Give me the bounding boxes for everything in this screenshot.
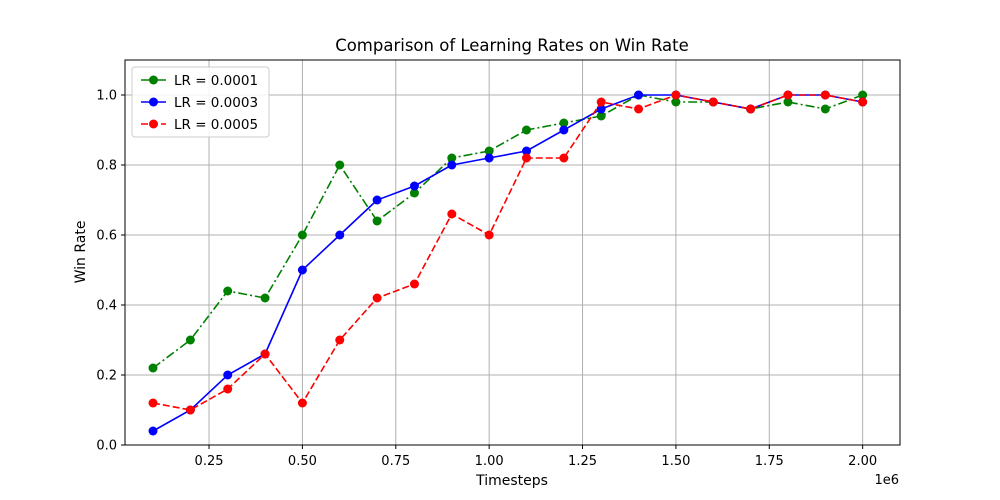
series-2-point — [297, 265, 307, 275]
series-3-point — [223, 384, 233, 394]
series-3-point — [522, 153, 532, 163]
series-1-point — [820, 104, 830, 114]
series-3-point — [148, 398, 158, 408]
series-1-point — [484, 146, 494, 156]
x-tick-label: 0.75 — [381, 454, 410, 469]
series-1-point — [783, 97, 793, 107]
legend-label: LR = 0.0001 — [174, 73, 258, 89]
series-group — [148, 90, 868, 436]
series-2-point — [335, 230, 345, 240]
y-tick-label: 0.2 — [96, 369, 117, 384]
series-3-point — [634, 104, 644, 114]
plot-frame — [124, 59, 901, 446]
series-2-point — [559, 125, 569, 135]
series-3-point — [484, 230, 494, 240]
series-1-point — [522, 125, 532, 135]
series-1-point — [372, 216, 382, 226]
legend-entry: LR = 0.0003 — [141, 95, 258, 111]
series-2-point — [484, 153, 494, 163]
legend-entry: LR = 0.0001 — [141, 73, 258, 89]
series-2-point — [634, 90, 644, 100]
legend-label: LR = 0.0005 — [174, 117, 258, 133]
series-1-point — [148, 363, 158, 373]
series-3-point — [372, 293, 382, 303]
series-1-point — [335, 160, 345, 170]
y-tick-label: 1.0 — [96, 89, 117, 104]
series-1-point — [671, 97, 681, 107]
legend: LR = 0.0001 LR = 0.0003 LR = 0.0005 — [131, 66, 270, 138]
y-tick-label: 0.4 — [96, 299, 117, 314]
y-tick-label: 0.6 — [96, 229, 117, 244]
y-axis-label: Win Rate — [73, 221, 89, 284]
series-3-point — [746, 104, 756, 114]
series-3-line — [152, 94, 863, 411]
legend-marker — [149, 97, 158, 107]
x-tick-label: 0.50 — [288, 454, 317, 469]
x-tick-label: 2.00 — [848, 454, 877, 469]
series-2-point — [372, 195, 382, 205]
legend-label: LR = 0.0003 — [174, 95, 258, 111]
x-axis-offset-label: 1e6 — [874, 473, 899, 488]
series-3-point — [297, 398, 307, 408]
series-3-point — [671, 90, 681, 100]
series-3-point — [185, 405, 195, 415]
series-3-point — [820, 90, 830, 100]
series-3-point — [858, 97, 868, 107]
series-1-point — [297, 230, 307, 240]
legend-marker — [149, 75, 158, 85]
series-3 — [148, 90, 868, 415]
x-tick-label: 1.25 — [568, 454, 597, 469]
series-1-point — [409, 188, 419, 198]
series-2-point — [447, 160, 457, 170]
series-1-point — [596, 111, 606, 121]
x-tick-label: 0.25 — [195, 454, 224, 469]
series-3-point — [447, 209, 457, 219]
series-1-point — [185, 335, 195, 345]
y-tick-label: 0.8 — [96, 159, 117, 174]
series-1-point — [260, 293, 270, 303]
series-1-point — [559, 118, 569, 128]
y-tick-label: 0.0 — [96, 439, 117, 454]
x-axis-label: Timesteps — [475, 473, 548, 489]
series-2-point — [409, 181, 419, 191]
series-2-point — [148, 426, 158, 436]
series-1-point — [447, 153, 457, 163]
legend-box — [131, 66, 270, 138]
x-tick-label: 1.75 — [755, 454, 784, 469]
axis-ticks: 0.25 0.50 0.75 1.00 1.25 1.50 1.75 2.00 0.0 0.2 0.… — [96, 89, 877, 470]
series-3-point — [783, 90, 793, 100]
chart-title: Comparison of Learning Rates on Win Rate — [335, 36, 689, 55]
series-2-point — [223, 370, 233, 380]
series-3-point — [559, 153, 569, 163]
series-3-point — [409, 279, 419, 289]
x-tick-label: 1.00 — [475, 454, 504, 469]
series-1-point — [858, 90, 868, 100]
series-3-point — [260, 349, 270, 359]
x-tick-label: 1.50 — [661, 454, 690, 469]
legend-marker — [149, 119, 158, 129]
series-3-point — [596, 97, 606, 107]
series-3-point — [708, 97, 718, 107]
series-3-point — [335, 335, 345, 345]
legend-entry: LR = 0.0005 — [141, 117, 258, 133]
series-1-point — [223, 286, 233, 296]
series-2-point — [522, 146, 532, 156]
